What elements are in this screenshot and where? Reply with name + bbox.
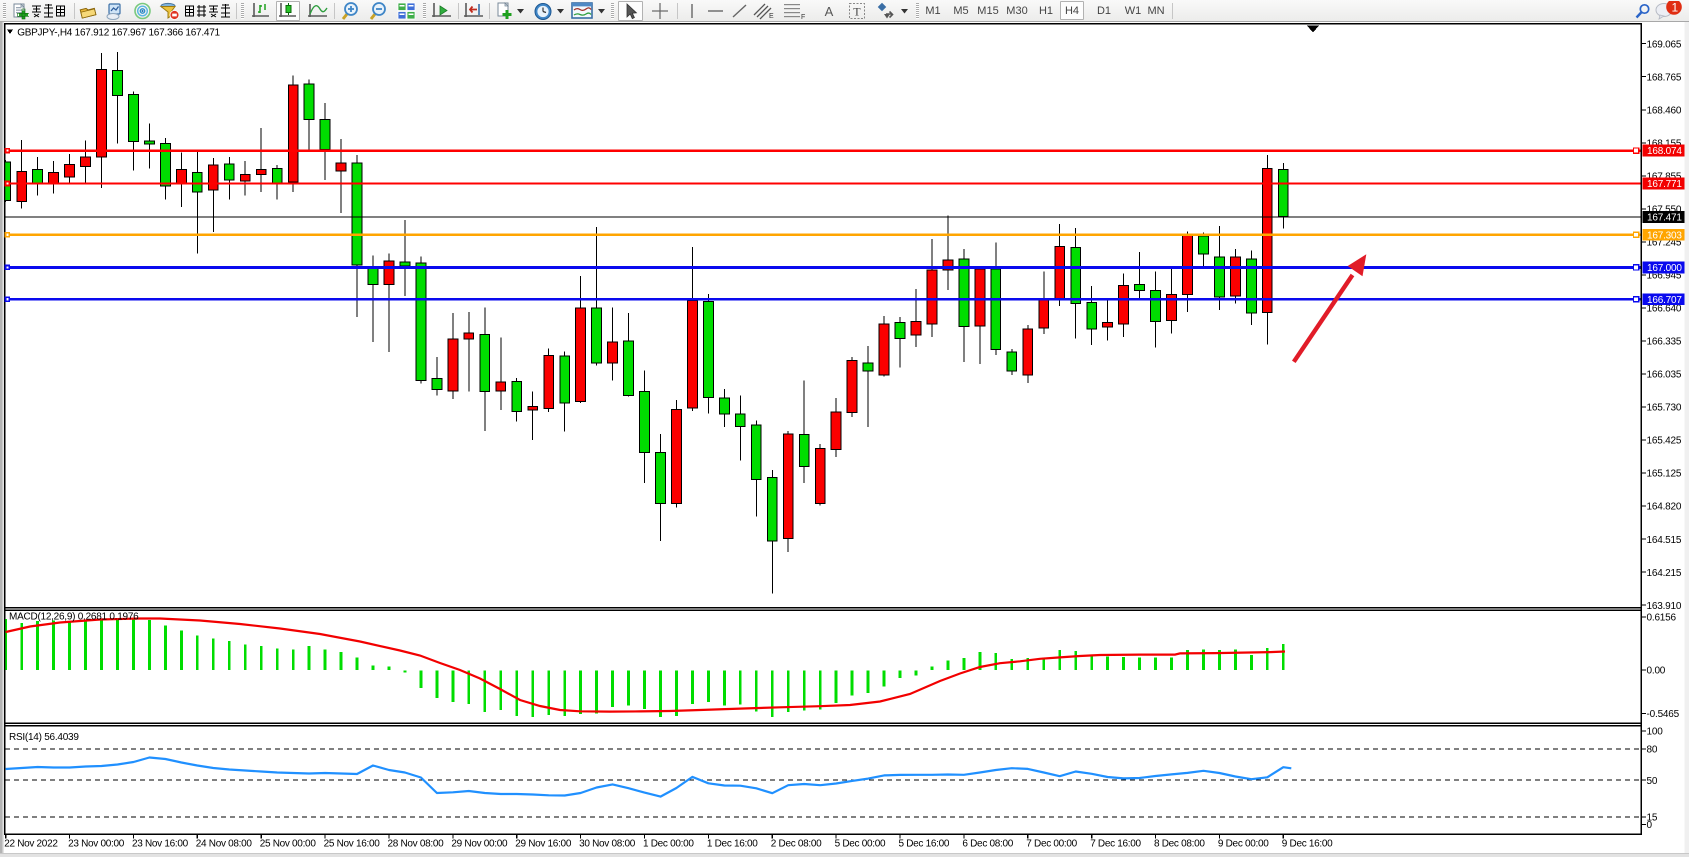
svg-text:5 Dec 00:00: 5 Dec 00:00 [835, 839, 886, 850]
svg-text:9 Dec 00:00: 9 Dec 00:00 [1218, 839, 1269, 850]
svg-text:0: 0 [1647, 820, 1653, 831]
svg-text:167.245: 167.245 [1647, 238, 1682, 249]
svg-text:23 Nov 00:00: 23 Nov 00:00 [68, 839, 125, 850]
svg-text:5 Dec 16:00: 5 Dec 16:00 [899, 839, 950, 850]
svg-text:9 Dec 16:00: 9 Dec 16:00 [1282, 839, 1333, 850]
svg-text:167.771: 167.771 [1647, 179, 1682, 190]
svg-text:80: 80 [1647, 745, 1658, 756]
svg-text:167.550: 167.550 [1647, 205, 1682, 216]
svg-text:E: E [769, 13, 774, 20]
svg-text:28 Nov 08:00: 28 Nov 08:00 [388, 839, 445, 850]
svg-text:29 Nov 00:00: 29 Nov 00:00 [451, 839, 508, 850]
svg-text:169.065: 169.065 [1647, 39, 1682, 50]
svg-text:50: 50 [1647, 776, 1658, 787]
svg-text:23 Nov 16:00: 23 Nov 16:00 [132, 839, 189, 850]
svg-text:25 Nov 16:00: 25 Nov 16:00 [324, 839, 381, 850]
svg-text:164.515: 164.515 [1647, 535, 1682, 546]
svg-text:168.074: 168.074 [1647, 146, 1682, 157]
svg-text:30 Nov 08:00: 30 Nov 08:00 [579, 839, 636, 850]
svg-text:0.00: 0.00 [1647, 665, 1666, 676]
svg-text:2 Dec 08:00: 2 Dec 08:00 [771, 839, 822, 850]
svg-text:165.425: 165.425 [1647, 436, 1682, 447]
svg-text:167.855: 167.855 [1647, 171, 1682, 182]
svg-text:RSI(14) 56.4039: RSI(14) 56.4039 [9, 732, 79, 743]
svg-text:166.945: 166.945 [1647, 271, 1682, 282]
svg-text:6 Dec 08:00: 6 Dec 08:00 [962, 839, 1013, 850]
svg-text:24 Nov 08:00: 24 Nov 08:00 [196, 839, 253, 850]
svg-text:167.471: 167.471 [1647, 213, 1682, 224]
svg-text:166.035: 166.035 [1647, 370, 1682, 381]
svg-text:8 Dec 08:00: 8 Dec 08:00 [1154, 839, 1205, 850]
svg-text:7 Dec 16:00: 7 Dec 16:00 [1090, 839, 1141, 850]
svg-text:22 Nov 2022: 22 Nov 2022 [4, 839, 58, 850]
svg-text:15: 15 [1647, 813, 1658, 824]
svg-text:166.335: 166.335 [1647, 337, 1682, 348]
svg-text:100: 100 [1647, 727, 1664, 738]
svg-text:1 Dec 00:00: 1 Dec 00:00 [643, 839, 694, 850]
svg-text:164.820: 164.820 [1647, 502, 1682, 513]
svg-text:163.910: 163.910 [1647, 601, 1682, 612]
svg-text:166.640: 166.640 [1647, 304, 1682, 315]
svg-text:T: T [853, 5, 861, 19]
svg-text:164.215: 164.215 [1647, 568, 1682, 579]
svg-text:7 Dec 00:00: 7 Dec 00:00 [1026, 839, 1077, 850]
svg-text:166.707: 166.707 [1647, 295, 1682, 306]
svg-text:GBPJPY-,H4 167.912 167.967 16: GBPJPY-,H4 167.912 167.967 167.366 167.4… [17, 27, 220, 38]
svg-text:1 Dec 16:00: 1 Dec 16:00 [707, 839, 758, 850]
svg-text:168.765: 168.765 [1647, 72, 1682, 83]
svg-text:29 Nov 16:00: 29 Nov 16:00 [515, 839, 572, 850]
svg-text:25 Nov 00:00: 25 Nov 00:00 [260, 839, 317, 850]
svg-text:165.125: 165.125 [1647, 469, 1682, 480]
svg-text:168.460: 168.460 [1647, 105, 1682, 116]
svg-text:1: 1 [1672, 1, 1679, 15]
svg-text:165.730: 165.730 [1647, 403, 1682, 414]
svg-text:F: F [801, 14, 805, 20]
svg-text:0.6156: 0.6156 [1647, 613, 1677, 624]
svg-text:167.000: 167.000 [1647, 263, 1682, 274]
svg-text:168.155: 168.155 [1647, 138, 1682, 149]
svg-text:167.303: 167.303 [1647, 230, 1682, 241]
svg-text:MACD(12,26,9) 0.2681 0.1976: MACD(12,26,9) 0.2681 0.1976 [9, 612, 139, 623]
svg-text:-0.5465: -0.5465 [1647, 709, 1680, 720]
